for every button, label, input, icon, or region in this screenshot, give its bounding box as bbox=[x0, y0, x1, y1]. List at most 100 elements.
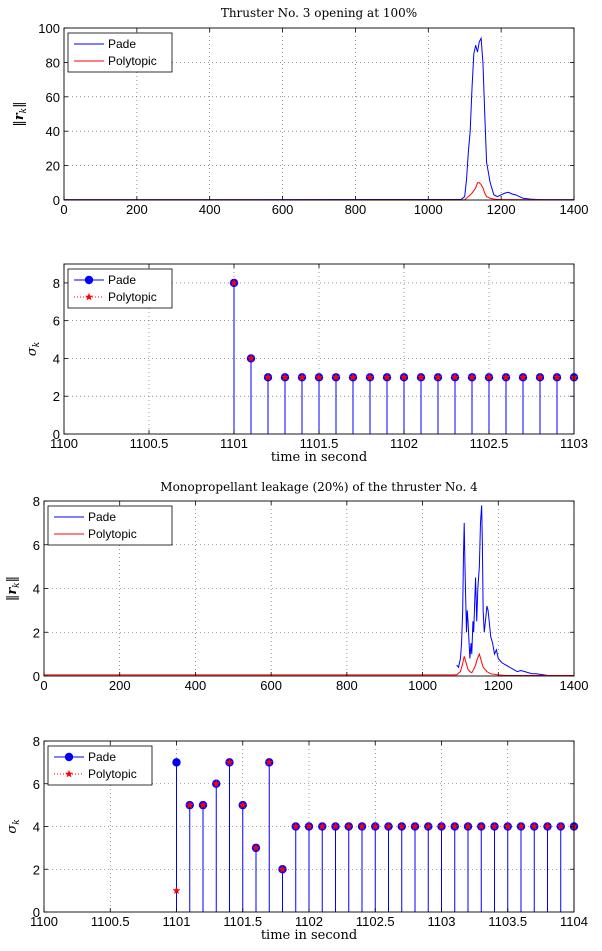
polytopic-marker bbox=[424, 822, 433, 830]
polytopic-marker bbox=[384, 822, 393, 830]
polytopic-marker bbox=[199, 800, 207, 809]
y-tick-label: 0 bbox=[53, 427, 60, 442]
y-tick-label: 20 bbox=[46, 159, 60, 174]
polytopic-marker bbox=[298, 373, 306, 381]
polytopic-marker bbox=[383, 373, 391, 381]
x-tick-label: 0 bbox=[60, 202, 67, 217]
pade-marker bbox=[172, 758, 181, 767]
x-tick-label: 1102.5 bbox=[470, 436, 509, 451]
polytopic-marker bbox=[358, 822, 366, 830]
y-tick-label: 40 bbox=[46, 124, 60, 139]
chart-2: 1100 1100.5 1101 1101.5 1102 1102.5 1103 0 2 4 6 8 σ… bbox=[25, 263, 588, 465]
legend-label: Pade bbox=[108, 273, 136, 287]
polytopic-marker bbox=[318, 822, 327, 830]
y-tick-label: 60 bbox=[46, 90, 60, 105]
legend-marker-circle bbox=[84, 275, 94, 285]
polytopic-marker bbox=[212, 779, 221, 788]
series-line-pade bbox=[456, 505, 552, 677]
y-tick-label: 0 bbox=[53, 193, 60, 208]
y-axis-label: σk bbox=[5, 819, 22, 833]
y-axis-label: ‖rk‖ bbox=[5, 576, 22, 601]
legend-label: Polytopic bbox=[108, 54, 157, 68]
polytopic-marker bbox=[230, 278, 238, 287]
polytopic-marker bbox=[543, 822, 552, 830]
legend-box bbox=[47, 745, 153, 786]
polytopic-marker bbox=[503, 822, 512, 830]
polytopic-marker bbox=[468, 373, 476, 381]
x-tick-label: 400 bbox=[185, 678, 207, 693]
y-tick-label: 4 bbox=[33, 820, 40, 835]
y-tick-label: 8 bbox=[33, 494, 40, 509]
chart-4: 1100 1100.5 1101 1101.5 1102 1102.5 1103 1103.5… bbox=[5, 734, 588, 943]
legend-marker-star bbox=[65, 769, 73, 778]
legend-label: Polytopic bbox=[108, 290, 157, 304]
legend-box bbox=[67, 32, 173, 73]
polytopic-marker bbox=[477, 822, 486, 830]
x-tick-label: 1100.5 bbox=[130, 436, 169, 451]
legend-label: Pade bbox=[88, 510, 116, 524]
x-tick-label: 400 bbox=[199, 202, 221, 217]
polytopic-marker bbox=[437, 822, 446, 830]
y-tick-label: 0 bbox=[33, 669, 40, 684]
polytopic-marker bbox=[553, 373, 561, 381]
x-axis-label: time in second bbox=[261, 928, 357, 943]
polytopic-marker bbox=[519, 373, 527, 381]
y-tick-label: 6 bbox=[33, 538, 40, 553]
polytopic-marker bbox=[344, 822, 353, 830]
polytopic-marker bbox=[502, 373, 510, 381]
polytopic-marker bbox=[366, 373, 374, 381]
y-tick-label: 80 bbox=[46, 55, 60, 70]
x-tick-label: 600 bbox=[272, 202, 294, 217]
legend-label: Pade bbox=[88, 750, 116, 764]
bottom-figure-title: Monopropellant leakage (20%) of the thru… bbox=[160, 480, 478, 494]
polytopic-marker bbox=[281, 373, 289, 381]
x-tick-label: 1400 bbox=[560, 678, 589, 693]
x-tick-label: 1103 bbox=[428, 914, 456, 929]
x-tick-label: 1400 bbox=[560, 202, 589, 217]
polytopic-marker bbox=[411, 822, 419, 830]
x-tick-label: 1000 bbox=[414, 202, 443, 217]
polytopic-marker bbox=[464, 822, 472, 830]
legend-box bbox=[67, 268, 173, 309]
x-tick-label: 600 bbox=[260, 678, 282, 693]
polytopic-marker bbox=[332, 373, 340, 381]
y-tick-label: 8 bbox=[53, 276, 60, 291]
series-line-polytopic bbox=[44, 652, 574, 677]
x-tick-label: 200 bbox=[126, 202, 148, 217]
x-tick-label: 1102.5 bbox=[356, 914, 395, 929]
x-tick-label: 1101 bbox=[220, 436, 248, 451]
polytopic-marker bbox=[556, 822, 565, 830]
polytopic-marker bbox=[264, 373, 272, 381]
legend-label: Polytopic bbox=[88, 767, 137, 781]
axes-frame bbox=[63, 27, 575, 201]
y-tick-label: 4 bbox=[33, 582, 40, 597]
x-tick-label: 1101.5 bbox=[223, 914, 262, 929]
polytopic-marker bbox=[305, 822, 313, 830]
x-tick-label: 1101 bbox=[163, 914, 191, 929]
y-tick-label: 2 bbox=[33, 862, 40, 877]
polytopic-marker bbox=[331, 822, 340, 830]
polytopic-marker bbox=[225, 758, 234, 766]
x-tick-label: 1104 bbox=[560, 914, 588, 929]
polytopic-marker bbox=[349, 373, 357, 381]
x-tick-label: 1103.5 bbox=[488, 914, 527, 929]
x-tick-label: 800 bbox=[345, 202, 367, 217]
y-tick-label: 0 bbox=[33, 905, 40, 920]
polytopic-marker bbox=[450, 822, 459, 830]
polytopic-marker bbox=[172, 886, 181, 895]
y-tick-label: 6 bbox=[53, 314, 60, 329]
chart-1: 0 200 400 600 800 1000 1200 1400 0 20 40 60 80 100 ‖rk… bbox=[12, 21, 588, 217]
polytopic-marker bbox=[434, 373, 442, 381]
y-tick-label: 100 bbox=[38, 21, 60, 36]
series-line-polytopic bbox=[64, 182, 575, 201]
polytopic-marker bbox=[536, 373, 544, 381]
x-tick-label: 1103 bbox=[560, 436, 588, 451]
top-figure-title: Thruster No. 3 opening at 100% bbox=[221, 6, 417, 20]
legend-marker-star bbox=[85, 292, 93, 301]
polytopic-marker bbox=[265, 758, 274, 766]
y-tick-label: 6 bbox=[33, 777, 40, 792]
polytopic-marker bbox=[247, 354, 255, 362]
y-axis-label: σk bbox=[25, 342, 42, 356]
polytopic-marker bbox=[451, 373, 459, 381]
